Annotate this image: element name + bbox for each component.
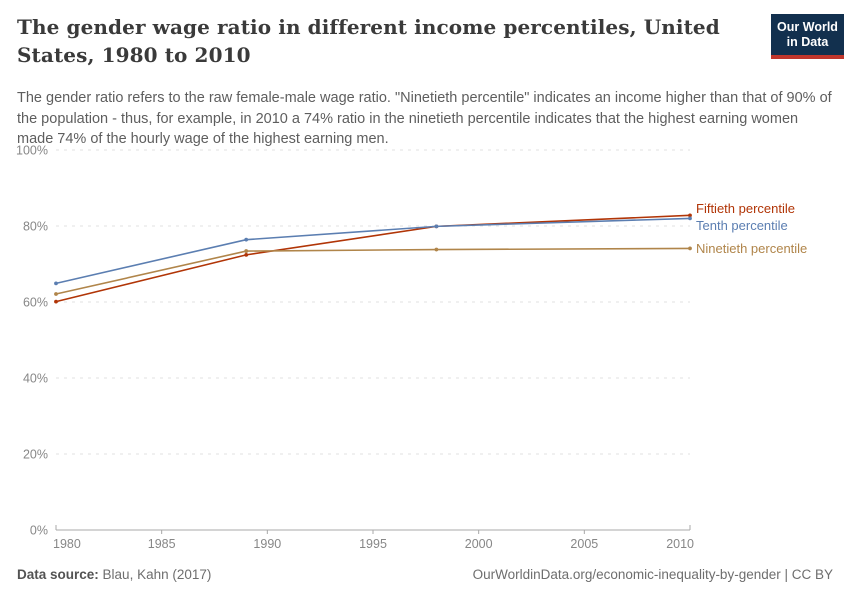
x-tick-label-2010: 2010 (666, 537, 694, 551)
owid-logo-line2: in Data (786, 35, 829, 49)
data-point-tenth-1989 (244, 237, 249, 242)
legend-label-ninetieth[interactable]: Ninetieth percentile (696, 241, 807, 256)
owid-logo-line1: Our World (777, 20, 838, 34)
legend-label-fiftieth[interactable]: Fiftieth percentile (696, 201, 795, 216)
chart-subtitle: The gender ratio refers to the raw femal… (17, 90, 832, 148)
data-point-ninetieth-1998 (434, 247, 439, 252)
y-tick-label-20: 20% (23, 448, 48, 462)
legend-label-tenth[interactable]: Tenth percentile (696, 218, 788, 233)
data-point-ninetieth-1989 (244, 249, 249, 253)
line-series-tenth (55, 217, 691, 285)
line-series-fiftieth (55, 214, 691, 303)
page-title: The gender wage ratio in different incom… (17, 15, 720, 67)
data-source-label: Data source: (17, 567, 99, 582)
x-tick-label-2005: 2005 (570, 537, 598, 551)
owid-logo[interactable]: Our World in Data (771, 14, 844, 59)
x-tick-label-2000: 2000 (465, 537, 493, 551)
data-source-value: Blau, Kahn (2017) (102, 567, 212, 582)
data-point-tenth-1980 (54, 281, 58, 286)
chart-footer: Data source: Blau, Kahn (2017) OurWorldi… (17, 567, 833, 582)
data-point-tenth-2010 (688, 216, 692, 221)
x-tick-label-1985: 1985 (148, 537, 176, 551)
data-point-fiftieth-1989 (244, 252, 249, 257)
data-source: Data source: Blau, Kahn (2017) (17, 567, 211, 582)
data-point-fiftieth-1980 (54, 299, 58, 304)
data-point-ninetieth-2010 (688, 246, 692, 251)
y-tick-label-60: 60% (23, 296, 48, 310)
y-tick-label-80: 80% (23, 220, 48, 234)
x-tick-label-1980: 1980 (53, 537, 81, 551)
line-chart: 0% 20% 40% 60% 80% 100% 1980 1985 1990 1995 2000 20… (16, 144, 807, 552)
y-tick-label-100: 100% (16, 144, 48, 158)
y-tick-label-40: 40% (23, 372, 48, 386)
credit-link[interactable]: OurWorldinData.org/economic-inequality-b… (472, 567, 833, 582)
y-tick-label-0: 0% (30, 524, 48, 538)
data-point-fiftieth-2010 (688, 213, 692, 218)
data-point-tenth-1998 (434, 224, 439, 229)
data-point-ninetieth-1980 (54, 292, 58, 296)
x-tick-label-1995: 1995 (359, 537, 387, 551)
x-tick-label-1990: 1990 (253, 537, 281, 551)
line-series-ninetieth (55, 247, 691, 295)
